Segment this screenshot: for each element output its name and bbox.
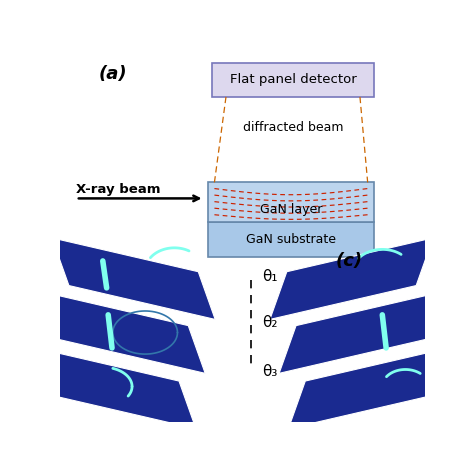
Bar <box>208 222 374 257</box>
Polygon shape <box>279 292 442 374</box>
Bar <box>212 63 374 97</box>
Polygon shape <box>42 292 205 374</box>
Text: X-ray beam: X-ray beam <box>76 182 160 196</box>
Polygon shape <box>288 347 452 429</box>
Bar <box>208 182 374 222</box>
Text: diffracted beam: diffracted beam <box>243 121 343 134</box>
Text: GaN layer: GaN layer <box>260 203 322 216</box>
Text: θ₂: θ₂ <box>262 315 278 330</box>
Text: (a): (a) <box>99 65 127 83</box>
Text: (c): (c) <box>336 252 363 270</box>
Polygon shape <box>270 238 433 319</box>
Text: θ₁: θ₁ <box>262 269 278 284</box>
Polygon shape <box>52 238 215 319</box>
Polygon shape <box>33 347 196 429</box>
Text: Flat panel detector: Flat panel detector <box>229 73 356 86</box>
Text: θ₃: θ₃ <box>262 364 278 379</box>
Text: GaN substrate: GaN substrate <box>246 233 336 246</box>
